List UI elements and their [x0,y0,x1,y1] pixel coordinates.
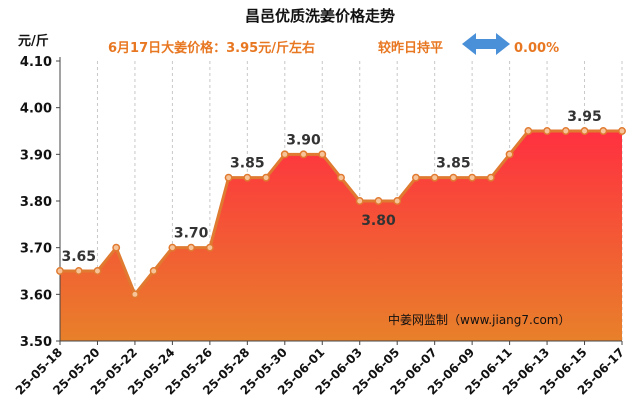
y-tick-label: 4.10 [20,55,52,70]
y-tick-label: 3.80 [20,195,52,210]
price-point [56,267,64,275]
data-labels: 3.65 3.70 3.85 3.90 3.80 3.85 3.95 [61,109,601,265]
price-point [168,243,177,252]
price-point [130,290,139,299]
axes [56,57,623,345]
price-point [393,197,402,205]
price-point [561,127,570,135]
data-label: 3.65 [61,249,96,265]
price-point [224,173,233,182]
price-point [486,173,495,182]
price-point [243,173,252,182]
price-point [205,243,214,252]
price-point [74,267,83,275]
price-point [355,197,364,205]
price-markers [56,127,626,299]
price-point [411,173,420,182]
data-label: 3.90 [286,132,321,148]
price-point [280,150,289,159]
y-tick-label: 3.70 [20,242,52,257]
price-point [93,267,102,275]
price-point [468,173,477,182]
y-tick-label: 3.90 [20,148,52,163]
data-label: 3.85 [230,156,265,172]
price-point [505,150,514,159]
price-point [299,150,308,159]
price-point [449,173,458,182]
double-arrow-icon [462,33,510,55]
price-area [60,129,622,341]
price-point [262,173,271,182]
y-tick-label: 4.00 [20,102,52,117]
price-point [337,173,345,182]
change-percent: 0.00% [514,41,559,56]
data-label: 3.85 [436,156,471,172]
data-label: 3.95 [567,109,602,125]
price-point [599,127,608,135]
subtitle-price: 6月17日大姜价格：3.95元/斤左右 [108,40,315,56]
area-fill [60,131,622,341]
price-point [318,150,327,159]
price-point [580,127,589,135]
data-label: 3.70 [174,226,209,242]
y-tick-label: 3.60 [20,288,52,303]
y-tick-label: 3.50 [20,335,52,350]
price-point [187,243,196,252]
subtitle-compare: 较昨日持平 [378,40,443,56]
price-point [543,127,552,135]
price-point [430,173,439,182]
price-point [374,197,383,205]
data-label: 3.80 [361,213,396,229]
price-point [149,267,158,275]
watermark: 中姜网监制（www.jiang7.com） [388,312,570,327]
price-point [112,243,121,252]
y-tick-labels: 3.50 3.60 3.70 3.80 3.90 4.00 4.10 [20,55,52,350]
x-tick-labels: 25-05-1825-05-2025-05-2225-05-2425-05-26… [13,345,627,397]
price-point [618,127,626,135]
price-point [524,127,533,135]
chart-title: 昌邑优质洗姜价格走势 [245,7,395,25]
y-axis-unit: 元/斤 [18,33,49,49]
